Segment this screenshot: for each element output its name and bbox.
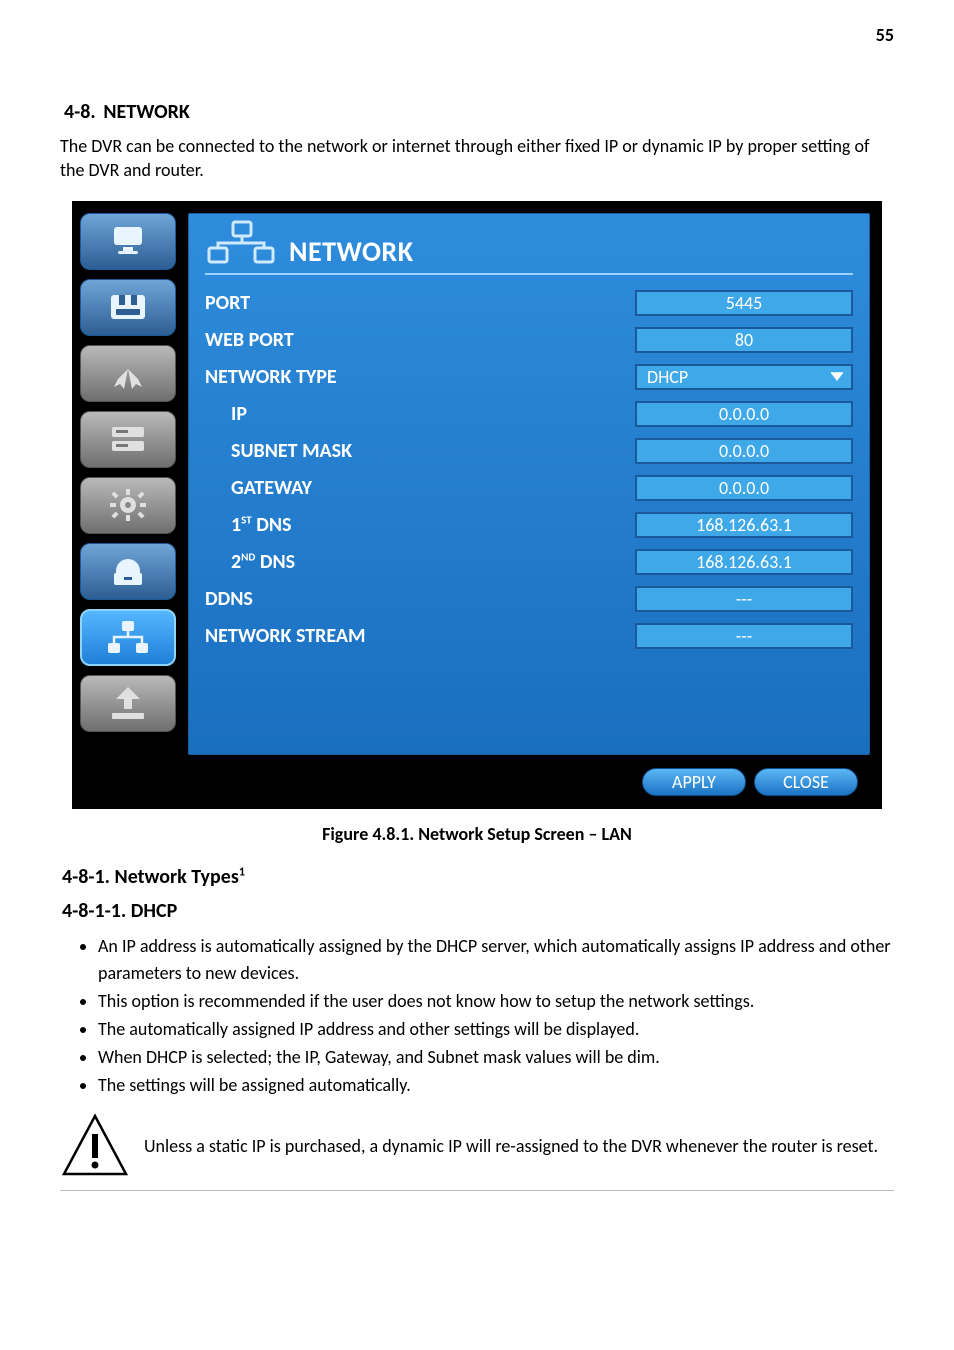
setting-value-field[interactable]: 168.126.63.1	[635, 549, 853, 575]
panel: NETWORK PORT5445WEB PORT80NETWORK TYPEDH…	[188, 213, 870, 755]
subsubsection-heading: 4-8-1-1. DHCP	[62, 899, 894, 923]
sidebar-security-button[interactable]	[80, 543, 176, 600]
setting-row-dns2: 2ND DNS168.126.63.1	[205, 544, 853, 581]
setting-value-field[interactable]: ---	[635, 623, 853, 649]
setting-row-nettype: NETWORK TYPEDHCP	[205, 359, 853, 396]
setting-label: IP	[205, 402, 635, 426]
setting-row-ddns: DDNS---	[205, 581, 853, 618]
bottom-bar: APPLY CLOSE	[188, 755, 870, 809]
setting-row-gateway: GATEWAY0.0.0.0	[205, 470, 853, 507]
setting-value-field[interactable]: 0.0.0.0	[635, 401, 853, 427]
section-number: 4-8.	[64, 100, 96, 124]
screenshot: NETWORK PORT5445WEB PORT80NETWORK TYPEDH…	[72, 201, 882, 809]
warning-text: Unless a static IP is purchased, a dynam…	[144, 1134, 878, 1159]
bullet-item: The settings will be assigned automatica…	[98, 1072, 894, 1100]
main-panel: NETWORK PORT5445WEB PORT80NETWORK TYPEDH…	[184, 201, 882, 809]
section-heading-row: 4-8. NETWORK	[60, 100, 894, 134]
bullet-item: An IP address is automatically assigned …	[98, 933, 894, 989]
setting-row-dns1: 1ST DNS168.126.63.1	[205, 507, 853, 544]
setting-label: SUBNET MASK	[205, 439, 635, 463]
panel-header: NETWORK	[205, 214, 853, 275]
setting-value-field[interactable]: ---	[635, 586, 853, 612]
setting-row-subnet: SUBNET MASK0.0.0.0	[205, 433, 853, 470]
setting-row-webport: WEB PORT80	[205, 322, 853, 359]
bullet-item: The automatically assigned IP address an…	[98, 1016, 894, 1044]
network-icon	[205, 220, 277, 269]
warning-row: Unless a static IP is purchased, a dynam…	[60, 1112, 894, 1182]
bullet-item: This option is recommended if the user d…	[98, 988, 894, 1016]
figure-caption: Figure 4.8.1. Network Setup Screen – LAN	[60, 823, 894, 845]
setting-row-port: PORT5445	[205, 285, 853, 322]
sidebar-display-button[interactable]	[80, 213, 176, 270]
page-number: 55	[876, 24, 894, 46]
setting-value-field[interactable]: 5445	[635, 290, 853, 316]
setting-label: NETWORK STREAM	[205, 624, 635, 648]
apply-button[interactable]: APPLY	[642, 768, 746, 796]
setting-label: DDNS	[205, 587, 635, 611]
subsection-heading: 4-8-1. Network Types1	[62, 865, 894, 889]
setting-select[interactable]: DHCP	[635, 364, 853, 390]
dropdown-icon	[829, 366, 845, 388]
sidebar-upgrade-button[interactable]	[80, 675, 176, 732]
setting-value-field[interactable]: 168.126.63.1	[635, 512, 853, 538]
setting-value-field[interactable]: 80	[635, 327, 853, 353]
setting-row-stream: NETWORK STREAM---	[205, 618, 853, 655]
setting-value-field[interactable]: 0.0.0.0	[635, 475, 853, 501]
sidebar-network-button[interactable]	[80, 609, 176, 666]
sidebar-device-button[interactable]	[80, 345, 176, 402]
setting-value-field[interactable]: 0.0.0.0	[635, 438, 853, 464]
sidebar	[72, 201, 184, 809]
setting-label: 1ST DNS	[205, 513, 635, 537]
sidebar-storage-button[interactable]	[80, 411, 176, 468]
divider	[60, 1190, 894, 1191]
bullet-list: An IP address is automatically assigned …	[98, 933, 894, 1100]
sidebar-record-button[interactable]	[80, 279, 176, 336]
panel-title: NETWORK	[289, 234, 414, 269]
sidebar-system-button[interactable]	[80, 477, 176, 534]
warning-icon	[60, 1112, 130, 1182]
setting-row-ip: IP0.0.0.0	[205, 396, 853, 433]
setting-label: PORT	[205, 291, 635, 315]
setting-label: WEB PORT	[205, 328, 635, 352]
setting-label: 2ND DNS	[205, 550, 635, 574]
close-button[interactable]: CLOSE	[754, 768, 858, 796]
setting-label: GATEWAY	[205, 476, 635, 500]
bullet-item: When DHCP is selected; the IP, Gateway, …	[98, 1044, 894, 1072]
rows: PORT5445WEB PORT80NETWORK TYPEDHCPIP0.0.…	[205, 285, 853, 655]
setting-label: NETWORK TYPE	[205, 365, 635, 389]
intro-text: The DVR can be connected to the network …	[60, 134, 894, 183]
section-title: NETWORK	[103, 100, 189, 124]
